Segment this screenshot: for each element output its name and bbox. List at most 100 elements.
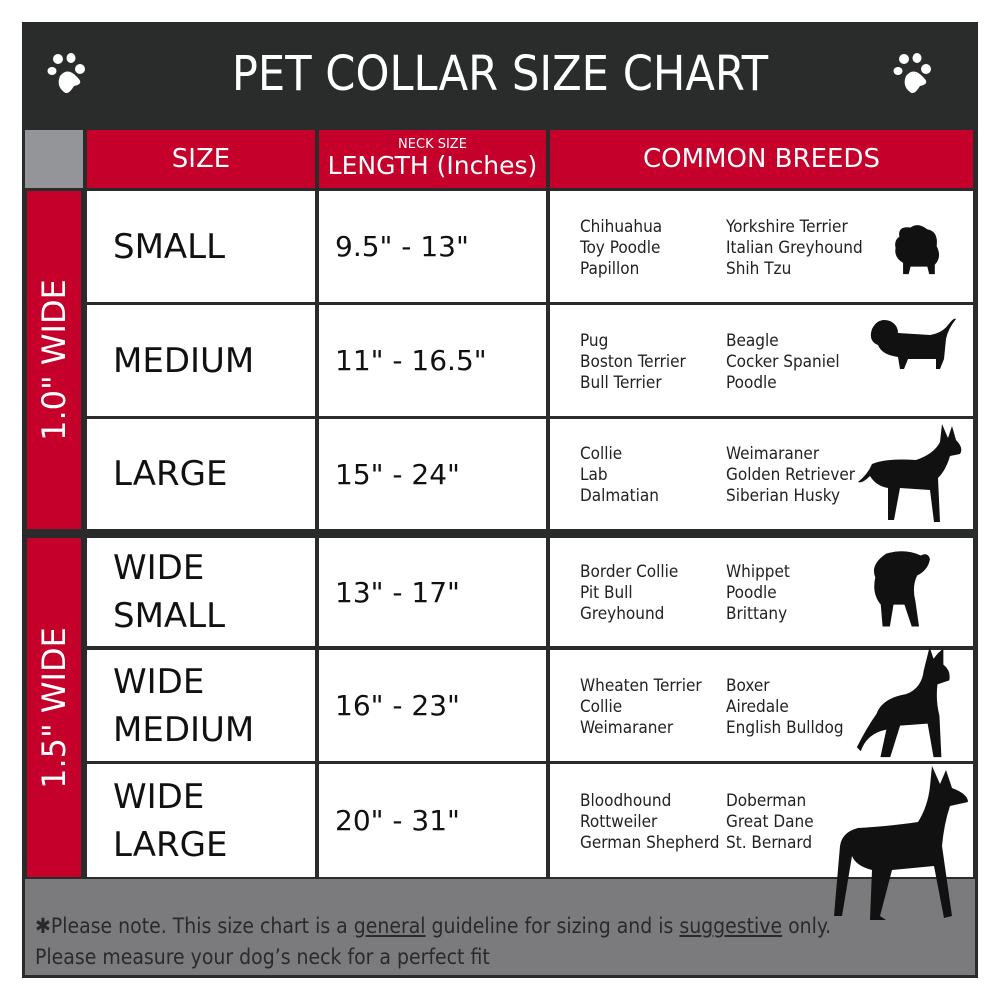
size-label: SMALL — [113, 596, 226, 636]
doberman-silhouette-icon — [812, 766, 972, 930]
breed-name: English Bulldog — [726, 717, 844, 738]
breed-name: St. Bernard — [726, 832, 813, 853]
breed-name: Doberman — [726, 790, 807, 811]
breed-name: Yorkshire Terrier — [726, 216, 848, 237]
breed-name: Poodle — [726, 372, 777, 393]
breeds-list-b: Yorkshire Terrier Italian Greyhound Shih T… — [726, 217, 863, 280]
breeds-list-b: Whippet Poodle Brittany — [726, 562, 790, 625]
header-length-label: LENGTH (Inches) — [327, 151, 538, 180]
footer-line-1: ✱Please note. This size chart is a gener… — [35, 911, 975, 942]
breed-name: Border Collie — [580, 562, 679, 582]
size-label: MEDIUM — [113, 340, 255, 381]
size-label: LARGE — [113, 454, 228, 494]
breeds-list-a: Collie Lab Dalmatian — [580, 444, 659, 507]
paw-print-icon — [893, 53, 931, 94]
breed-name: Cocker Spaniel — [726, 351, 840, 372]
header-length-caption: NECK SIZE — [398, 137, 467, 152]
breed-name: Great Dane — [726, 811, 814, 832]
length-value: 20" - 31" — [335, 804, 460, 837]
size-label: WIDE — [113, 661, 205, 702]
breeds-list-b: Boxer Airedale English Bulldog — [726, 676, 844, 739]
breed-name: Weimaraner — [726, 444, 820, 464]
length-cell: 9.5" - 13" — [319, 191, 546, 302]
breed-name: German Shepherd — [580, 832, 720, 853]
breed-name: Chihuahua — [580, 216, 663, 237]
title-bar: PET COLLAR SIZE CHART — [22, 22, 978, 128]
bulldog-silhouette-icon — [868, 548, 950, 638]
size-label: WIDE — [113, 548, 205, 588]
breed-name: Siberian Husky — [726, 486, 841, 506]
size-cell: WIDE MEDIUM — [87, 650, 315, 761]
length-cell: 20" - 31" — [319, 764, 546, 877]
breed-name: Whippet — [726, 562, 790, 582]
header-breeds: COMMON BREEDS — [550, 130, 973, 188]
page-title: PET COLLAR SIZE CHART — [231, 46, 769, 102]
header-corner — [25, 130, 83, 188]
breed-name: Collie — [580, 696, 623, 717]
length-value: 15" - 24" — [335, 457, 460, 491]
breed-name: Lab — [580, 465, 608, 485]
group-label: 1.0" WIDE — [35, 279, 73, 441]
footer-text: Please note. This size chart is a — [50, 914, 354, 938]
length-value: 16" - 23" — [335, 689, 460, 722]
footer-line-2: Please measure your dog’s neck for a per… — [35, 945, 490, 969]
breed-name: Bloodhound — [580, 790, 672, 811]
breed-name: Bull Terrier — [580, 372, 662, 393]
length-cell: 11" - 16.5" — [319, 305, 546, 416]
breed-name: Toy Poodle — [580, 237, 661, 258]
pitbull-silhouette-icon — [856, 645, 956, 767]
length-value: 13" - 17" — [335, 575, 460, 609]
small-dog-silhouette-icon — [890, 218, 946, 282]
breed-name: Pug — [580, 330, 609, 351]
size-label: WIDE — [113, 776, 205, 817]
breed-name: Collie — [580, 444, 623, 464]
footer-underlined: general — [353, 914, 426, 938]
footer-note: ✱Please note. This size chart is a gener… — [25, 879, 975, 975]
paw-print-icon — [47, 53, 85, 94]
breeds-list-b: Beagle Cocker Spaniel Poodle — [726, 331, 840, 394]
breeds-list-a: Bloodhound Rottweiler German Shepherd — [580, 791, 719, 854]
breed-name: Italian Greyhound — [726, 237, 863, 258]
breed-name: Weimaraner — [580, 717, 674, 738]
breed-name: Greyhound — [580, 604, 665, 624]
breed-name: Golden Retriever — [726, 465, 856, 485]
breed-name: Airedale — [726, 696, 789, 717]
size-cell: WIDE LARGE — [87, 764, 315, 877]
breed-name: Poodle — [726, 583, 777, 603]
length-value: 11" - 16.5" — [335, 344, 487, 377]
breed-name: Shih Tzu — [726, 258, 792, 279]
size-cell: WIDE SMALL — [87, 538, 315, 646]
breed-name: Rottweiler — [580, 811, 658, 832]
medium-dog-silhouette-icon — [868, 315, 958, 379]
size-label: SMALL — [113, 226, 226, 267]
breed-name: Dalmatian — [580, 486, 659, 506]
breed-name: Brittany — [726, 604, 788, 624]
group-label: 1.5" WIDE — [35, 626, 73, 789]
breeds-list-b: Doberman Great Dane St. Bernard — [726, 791, 814, 854]
breed-name: Boxer — [726, 675, 770, 696]
asterisk: ✱ — [35, 914, 51, 938]
breed-name: Pit Bull — [580, 583, 633, 603]
footer-text: guideline for sizing and is — [425, 914, 680, 938]
footer-text: only. — [782, 914, 832, 938]
length-cell: 16" - 23" — [319, 650, 546, 761]
breed-name: Boston Terrier — [580, 351, 686, 372]
size-label: LARGE — [113, 824, 228, 865]
group-band-1-5in: 1.5" WIDE — [27, 538, 81, 877]
size-cell: SMALL — [87, 191, 315, 302]
size-label: MEDIUM — [113, 709, 255, 750]
size-cell: LARGE — [87, 419, 315, 529]
large-dog-silhouette-icon — [856, 424, 966, 528]
length-value: 9.5" - 13" — [335, 230, 469, 263]
header-length: NECK SIZE LENGTH (Inches) — [319, 130, 546, 188]
breeds-list-b: Weimaraner Golden Retriever Siberian Husky — [726, 444, 855, 507]
size-cell: MEDIUM — [87, 305, 315, 416]
header-size: SIZE — [87, 130, 315, 188]
breed-name: Beagle — [726, 330, 779, 351]
breeds-list-a: Wheaten Terrier Collie Weimaraner — [580, 676, 702, 739]
footer-underlined: suggestive — [679, 914, 783, 938]
group-band-1in: 1.0" WIDE — [27, 191, 81, 529]
breed-name: Papillon — [580, 258, 640, 279]
breed-name: Wheaten Terrier — [580, 675, 702, 696]
length-cell: 13" - 17" — [319, 538, 546, 646]
